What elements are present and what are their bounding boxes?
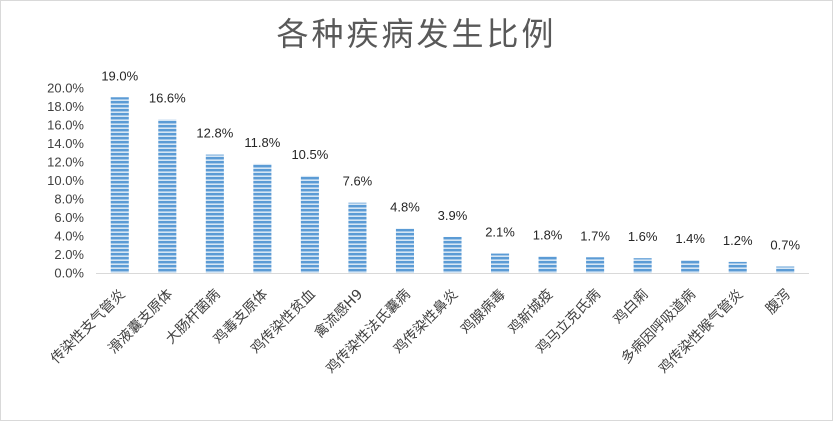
data-label: 2.1% [485,225,515,240]
data-label: 1.6% [628,229,658,244]
data-label: 10.5% [291,147,328,162]
y-tick-label: 20.0% [47,81,84,96]
data-label: 16.6% [149,90,186,105]
data-label: 11.8% [244,135,280,150]
data-label: 1.2% [723,233,753,248]
y-tick-label: 6.0% [54,210,84,225]
x-tick-label: 鸡白痢 [610,286,652,328]
bar [681,260,700,273]
x-axis: 传染性支气管炎滑液囊支原体大肠杆菌病鸡毒支原体鸡传染性贫血禽流感H9鸡传染性法氏… [48,273,809,377]
y-tick-label: 12.0% [47,155,84,170]
data-labels: 19.0% 16.6% 12.8% 11.8% 10.5% 7.6% 4.8% 3.9% 2.1… [101,68,800,252]
x-tick-label: 鸡传染性喉气管炎 [655,286,746,377]
data-label: 7.6% [343,174,373,189]
data-label: 19.0% [101,68,138,83]
data-label: 12.8% [196,126,233,141]
y-tick-label: 18.0% [47,99,84,114]
bars [110,97,795,273]
bar [205,154,224,273]
chart-title: 各种疾病发生比例 [276,15,557,53]
y-tick-label: 10.0% [47,173,84,188]
data-label: 1.8% [533,227,563,242]
x-tick-label: 腹泻 [762,286,794,318]
bar [728,261,747,273]
bar [253,163,272,273]
data-label: 4.8% [390,200,420,215]
y-axis: 0.0% 2.0% 4.0% 6.0% 8.0% 10.0% 12.0% 14.0% 16.0%… [47,81,84,281]
bar [300,175,319,273]
bar [586,257,605,273]
y-tick-label: 0.0% [54,266,84,281]
data-label: 3.9% [438,208,468,223]
bar [110,97,129,273]
y-tick-label: 4.0% [54,229,84,244]
bar [491,253,510,273]
y-tick-label: 8.0% [54,192,84,207]
x-tick-label: 鸡传染性法氏囊病 [323,286,414,377]
bar [443,236,462,273]
bar [158,119,177,273]
bar [633,258,652,273]
y-tick-label: 2.0% [54,247,84,262]
y-tick-label: 16.0% [47,118,84,133]
bar [776,266,795,273]
y-tick-label: 14.0% [47,136,84,151]
bar [348,202,367,273]
bar [395,228,414,273]
data-label: 1.7% [580,228,610,243]
bar [538,256,557,273]
data-label: 1.4% [675,231,705,246]
data-label: 0.7% [770,238,800,253]
x-tick-label: 鸡腺病毒 [457,286,509,338]
